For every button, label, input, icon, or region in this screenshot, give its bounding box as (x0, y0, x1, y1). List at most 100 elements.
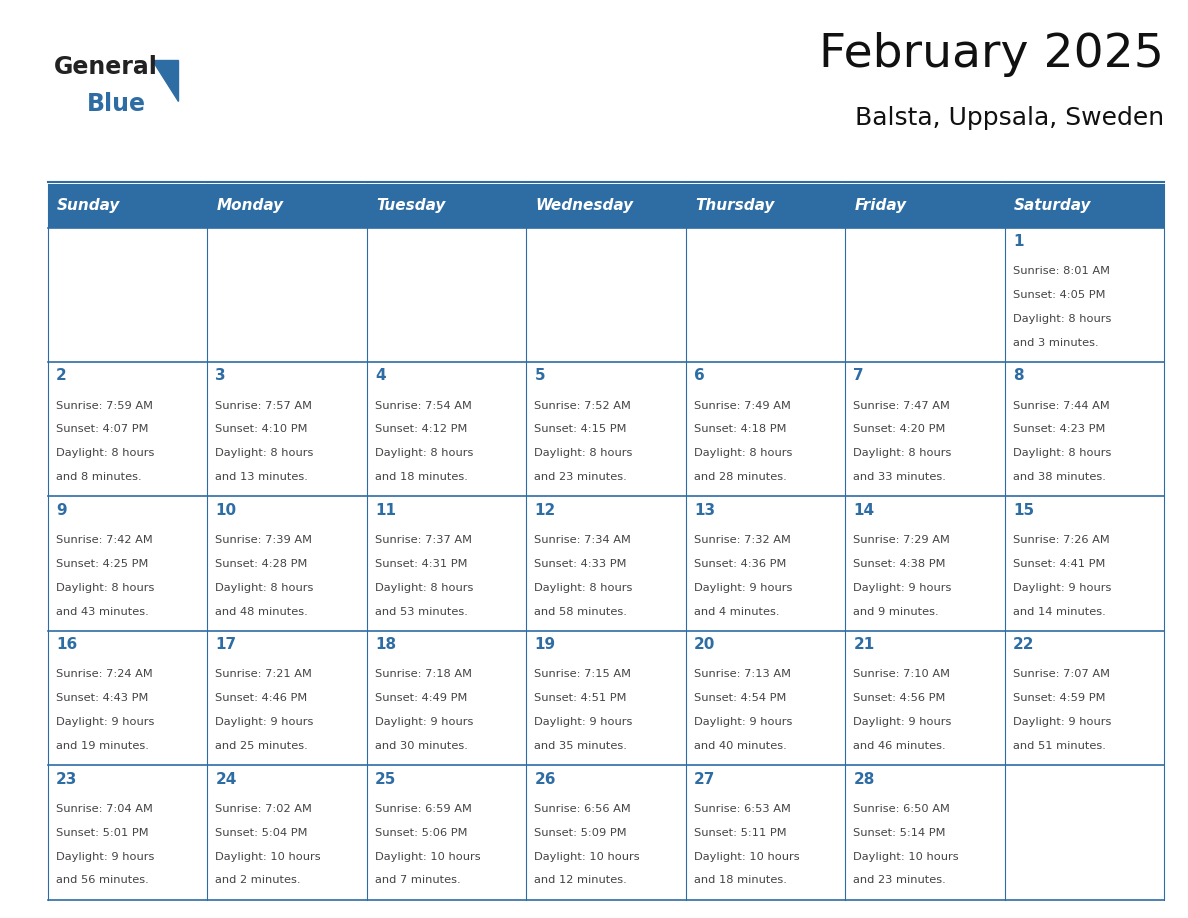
Text: 21: 21 (853, 637, 874, 653)
Text: and 18 minutes.: and 18 minutes. (375, 472, 468, 482)
Text: and 58 minutes.: and 58 minutes. (535, 607, 627, 617)
Text: 14: 14 (853, 503, 874, 518)
Text: Sunset: 4:43 PM: Sunset: 4:43 PM (56, 693, 148, 703)
Text: and 53 minutes.: and 53 minutes. (375, 607, 468, 617)
Text: and 7 minutes.: and 7 minutes. (375, 876, 461, 885)
Polygon shape (152, 60, 178, 101)
Text: Sunrise: 7:21 AM: Sunrise: 7:21 AM (215, 669, 312, 679)
Text: Sunrise: 8:01 AM: Sunrise: 8:01 AM (1013, 266, 1110, 276)
Text: 1: 1 (1013, 234, 1024, 249)
Text: February 2025: February 2025 (820, 32, 1164, 77)
Bar (685, 497, 845, 631)
Text: Sunrise: 7:59 AM: Sunrise: 7:59 AM (56, 400, 153, 410)
Text: Sunrise: 7:13 AM: Sunrise: 7:13 AM (694, 669, 791, 679)
Text: Sunset: 4:33 PM: Sunset: 4:33 PM (535, 559, 627, 569)
Text: 10: 10 (215, 503, 236, 518)
Text: Daylight: 8 hours: Daylight: 8 hours (56, 583, 154, 593)
Text: and 51 minutes.: and 51 minutes. (1013, 741, 1106, 751)
Text: Sunset: 5:06 PM: Sunset: 5:06 PM (375, 828, 467, 837)
Text: Sunrise: 7:24 AM: Sunrise: 7:24 AM (56, 669, 152, 679)
Text: and 40 minutes.: and 40 minutes. (694, 741, 786, 751)
Text: Daylight: 9 hours: Daylight: 9 hours (215, 717, 314, 727)
Text: Sunrise: 6:59 AM: Sunrise: 6:59 AM (375, 804, 472, 813)
Text: Sunset: 4:15 PM: Sunset: 4:15 PM (535, 424, 627, 434)
Text: Daylight: 9 hours: Daylight: 9 hours (694, 717, 792, 727)
Text: and 38 minutes.: and 38 minutes. (1013, 472, 1106, 482)
Text: 18: 18 (375, 637, 396, 653)
Text: and 12 minutes.: and 12 minutes. (535, 876, 627, 885)
Text: Daylight: 10 hours: Daylight: 10 hours (375, 852, 480, 861)
Text: Thursday: Thursday (695, 198, 775, 213)
Text: and 4 minutes.: and 4 minutes. (694, 607, 779, 617)
Bar (207, 497, 367, 631)
Text: Sunset: 4:20 PM: Sunset: 4:20 PM (853, 424, 946, 434)
Text: and 56 minutes.: and 56 minutes. (56, 876, 148, 885)
Bar (526, 766, 685, 900)
Bar (207, 766, 367, 900)
Bar (1005, 362, 1164, 497)
Text: Balsta, Uppsala, Sweden: Balsta, Uppsala, Sweden (855, 106, 1164, 129)
Text: Daylight: 8 hours: Daylight: 8 hours (375, 448, 473, 458)
Text: Sunset: 5:09 PM: Sunset: 5:09 PM (535, 828, 627, 837)
Text: Sunset: 4:10 PM: Sunset: 4:10 PM (215, 424, 308, 434)
Text: Sunday: Sunday (57, 198, 120, 213)
Text: 27: 27 (694, 772, 715, 787)
Bar (845, 228, 1005, 362)
Text: Sunset: 4:23 PM: Sunset: 4:23 PM (1013, 424, 1105, 434)
Text: General: General (53, 55, 157, 79)
Text: Daylight: 8 hours: Daylight: 8 hours (1013, 314, 1112, 324)
Text: Sunrise: 7:52 AM: Sunrise: 7:52 AM (535, 400, 631, 410)
Bar (845, 362, 1005, 497)
Text: Daylight: 10 hours: Daylight: 10 hours (694, 852, 800, 861)
Text: 3: 3 (215, 368, 226, 384)
Text: Daylight: 8 hours: Daylight: 8 hours (215, 583, 314, 593)
Text: 15: 15 (1013, 503, 1034, 518)
Text: Wednesday: Wednesday (536, 198, 633, 213)
Text: and 25 minutes.: and 25 minutes. (215, 741, 308, 751)
Text: 17: 17 (215, 637, 236, 653)
Text: Sunset: 4:49 PM: Sunset: 4:49 PM (375, 693, 467, 703)
Text: Daylight: 9 hours: Daylight: 9 hours (853, 583, 952, 593)
Bar (845, 631, 1005, 766)
Text: Blue: Blue (87, 92, 146, 116)
Text: Sunrise: 6:56 AM: Sunrise: 6:56 AM (535, 804, 631, 813)
Text: Sunrise: 7:39 AM: Sunrise: 7:39 AM (215, 535, 312, 545)
Text: 22: 22 (1013, 637, 1035, 653)
Text: 12: 12 (535, 503, 556, 518)
Text: and 9 minutes.: and 9 minutes. (853, 607, 940, 617)
Text: Sunrise: 7:07 AM: Sunrise: 7:07 AM (1013, 669, 1110, 679)
Text: Sunrise: 7:29 AM: Sunrise: 7:29 AM (853, 535, 950, 545)
Bar (685, 631, 845, 766)
Text: Daylight: 9 hours: Daylight: 9 hours (1013, 583, 1112, 593)
Text: 26: 26 (535, 772, 556, 787)
Text: Sunset: 5:11 PM: Sunset: 5:11 PM (694, 828, 786, 837)
Text: and 14 minutes.: and 14 minutes. (1013, 607, 1106, 617)
Text: Daylight: 10 hours: Daylight: 10 hours (853, 852, 959, 861)
Text: 11: 11 (375, 503, 396, 518)
Text: Sunrise: 7:37 AM: Sunrise: 7:37 AM (375, 535, 472, 545)
Text: Sunset: 4:41 PM: Sunset: 4:41 PM (1013, 559, 1105, 569)
Bar (48, 497, 207, 631)
Text: 6: 6 (694, 368, 704, 384)
Text: Friday: Friday (854, 198, 906, 213)
Text: Monday: Monday (216, 198, 284, 213)
Text: Sunrise: 7:57 AM: Sunrise: 7:57 AM (215, 400, 312, 410)
Text: Saturday: Saturday (1015, 198, 1092, 213)
Text: and 8 minutes.: and 8 minutes. (56, 472, 141, 482)
Text: Daylight: 8 hours: Daylight: 8 hours (853, 448, 952, 458)
Text: and 46 minutes.: and 46 minutes. (853, 741, 946, 751)
Bar (48, 184, 1164, 228)
Bar (367, 766, 526, 900)
Text: Sunset: 4:07 PM: Sunset: 4:07 PM (56, 424, 148, 434)
Text: Daylight: 9 hours: Daylight: 9 hours (375, 717, 473, 727)
Bar (1005, 631, 1164, 766)
Text: Daylight: 8 hours: Daylight: 8 hours (1013, 448, 1112, 458)
Text: Sunrise: 7:34 AM: Sunrise: 7:34 AM (535, 535, 631, 545)
Text: 4: 4 (375, 368, 386, 384)
Text: and 2 minutes.: and 2 minutes. (215, 876, 301, 885)
Text: and 35 minutes.: and 35 minutes. (535, 741, 627, 751)
Text: 13: 13 (694, 503, 715, 518)
Bar (367, 228, 526, 362)
Text: and 23 minutes.: and 23 minutes. (853, 876, 947, 885)
Text: Tuesday: Tuesday (377, 198, 446, 213)
